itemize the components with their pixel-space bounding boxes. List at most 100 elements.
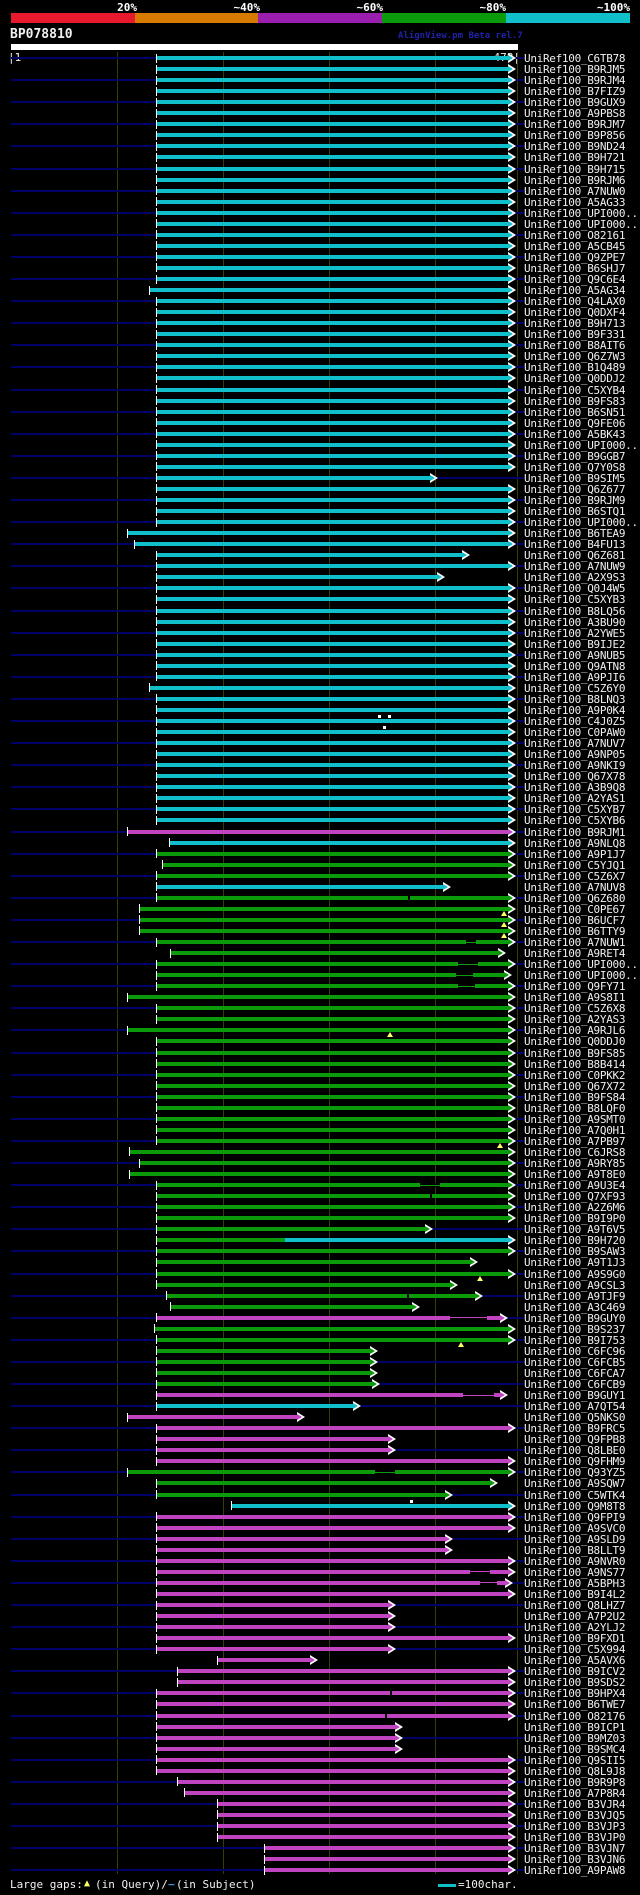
alignment-bar[interactable] — [218, 1801, 508, 1806]
hit-label[interactable]: UniRef100_A9CSL3 — [524, 1278, 626, 1292]
hit-label[interactable]: UniRef100_C6TB78 — [524, 52, 626, 65]
alignment-bar[interactable] — [140, 917, 508, 922]
hit-label[interactable]: UniRef100_C5XYB6 — [524, 814, 626, 828]
hit-label[interactable]: UniRef100_A9T8E0 — [524, 1168, 626, 1182]
hit-label[interactable]: UniRef100_B3VJN7 — [524, 1842, 626, 1856]
alignment-bar[interactable] — [157, 56, 508, 60]
alignment-bar[interactable] — [218, 1812, 508, 1817]
alignment-bar[interactable] — [150, 288, 508, 293]
alignment-bar[interactable] — [265, 1868, 508, 1873]
hit-label[interactable]: UniRef100_B9FS85 — [524, 1046, 626, 1060]
hit-label[interactable]: UniRef100_UPI000.. — [524, 206, 638, 220]
hit-label[interactable]: UniRef100_A5CB45 — [524, 239, 626, 253]
hit-label[interactable]: UniRef100_Q0J4W5 — [524, 582, 626, 596]
hit-label[interactable]: UniRef100_A3BU90 — [524, 615, 626, 629]
hit-label[interactable]: UniRef100_Q9M8T8 — [524, 1499, 626, 1513]
hit-label[interactable]: UniRef100_A9SLD9 — [524, 1532, 626, 1546]
alignment-bar[interactable] — [157, 818, 508, 823]
alignment-bar[interactable] — [218, 1824, 508, 1828]
hit-label[interactable]: UniRef100_A2YAS3 — [524, 1013, 626, 1027]
hit-label[interactable]: UniRef100_B3VJP0 — [524, 1831, 626, 1845]
alignment-bar[interactable] — [178, 1680, 508, 1685]
alignment-bar[interactable] — [157, 1404, 353, 1409]
hit-label[interactable]: UniRef100_B8LLT9 — [524, 1543, 626, 1557]
alignment-bar[interactable] — [157, 1382, 372, 1386]
hit-label[interactable]: UniRef100_Q9FY71 — [524, 980, 626, 994]
hit-label[interactable]: UniRef100_A7NUW0 — [524, 184, 626, 198]
hit-label[interactable]: UniRef100_B9FS83 — [524, 394, 626, 408]
hit-label[interactable]: UniRef100_A9RY85 — [524, 1157, 626, 1170]
alignment-bar[interactable] — [285, 1238, 508, 1243]
hit-label[interactable]: UniRef100_B9H721 — [524, 151, 626, 165]
hit-label[interactable]: UniRef100_Q67X78 — [524, 770, 626, 784]
alignment-bar[interactable] — [128, 995, 508, 1000]
hit-label[interactable]: UniRef100_A9NKI9 — [524, 759, 626, 773]
alignment-bar[interactable] — [157, 1017, 508, 1022]
alignment-bar[interactable] — [157, 1569, 508, 1574]
hit-label[interactable]: UniRef100_B9RJM6 — [524, 173, 626, 187]
hit-label[interactable]: UniRef100_B9S237 — [524, 1322, 626, 1336]
alignment-bar[interactable] — [157, 155, 508, 160]
alignment-bar[interactable] — [157, 1481, 490, 1486]
alignment-bar[interactable] — [157, 232, 508, 237]
hit-label[interactable]: UniRef100_B9MZ03 — [524, 1731, 626, 1745]
hit-label[interactable]: UniRef100_B6SHJ7 — [524, 261, 626, 275]
alignment-bar[interactable] — [157, 354, 508, 359]
alignment-bar[interactable] — [157, 1216, 508, 1221]
hit-label[interactable]: UniRef100_C5X994 — [524, 1643, 626, 1657]
hit-label[interactable]: UniRef100_B8LQ56 — [524, 604, 626, 618]
hit-label[interactable]: UniRef100_A3B9Q8 — [524, 781, 626, 795]
alignment-bar[interactable] — [157, 509, 508, 514]
hit-label[interactable]: UniRef100_A5AG33 — [524, 195, 626, 209]
alignment-bar[interactable] — [185, 1790, 508, 1795]
hit-label[interactable]: UniRef100_UPI000.. — [524, 438, 638, 452]
hit-label[interactable]: UniRef100_B9RJM9 — [524, 494, 626, 507]
alignment-bar[interactable] — [157, 1580, 505, 1585]
alignment-bar[interactable] — [157, 133, 508, 138]
alignment-bar[interactable] — [157, 365, 508, 370]
alignment-bar[interactable] — [157, 1746, 395, 1751]
hit-label[interactable]: UniRef100_C6FCB5 — [524, 1355, 626, 1369]
hit-label[interactable]: UniRef100_A5BPH3 — [524, 1576, 626, 1590]
alignment-bar[interactable] — [157, 553, 462, 558]
hit-label[interactable]: UniRef100_Q4LAX0 — [524, 295, 626, 309]
alignment-bar[interactable] — [157, 1768, 508, 1773]
alignment-bar[interactable] — [157, 1514, 508, 1519]
alignment-bar[interactable] — [157, 1492, 445, 1497]
alignment-bar[interactable] — [157, 1194, 508, 1199]
hit-label[interactable]: UniRef100_B9RJM7 — [524, 118, 626, 132]
alignment-bar[interactable] — [157, 973, 504, 978]
alignment-bar[interactable] — [157, 663, 508, 668]
alignment-bar[interactable] — [157, 1702, 508, 1707]
alignment-bar[interactable] — [157, 475, 430, 480]
hit-label[interactable]: UniRef100_B9ICV2 — [524, 1665, 626, 1679]
hit-label[interactable]: UniRef100_C6FC96 — [524, 1344, 626, 1358]
alignment-bar[interactable] — [157, 1547, 445, 1552]
hit-label[interactable]: UniRef100_A2Z6M6 — [524, 1201, 626, 1215]
hit-label[interactable]: UniRef100_A9S8I1 — [524, 991, 626, 1005]
alignment-bar[interactable] — [157, 1205, 508, 1210]
hit-label[interactable]: UniRef100_Q0DDJ0 — [524, 1035, 626, 1049]
alignment-bar[interactable] — [157, 321, 508, 326]
alignment-bar[interactable] — [157, 1426, 508, 1431]
alignment-bar[interactable] — [157, 398, 508, 403]
hit-label[interactable]: UniRef100_A2YAS1 — [524, 792, 626, 806]
hit-label[interactable]: UniRef100_A7Q0H1 — [524, 1123, 626, 1137]
hit-label[interactable]: UniRef100_B9GGB7 — [524, 449, 626, 463]
alignment-bar[interactable] — [157, 89, 508, 94]
hit-label[interactable]: UniRef100_B9IJE2 — [524, 637, 626, 651]
alignment-bar[interactable] — [128, 1470, 508, 1475]
alignment-bar[interactable] — [157, 696, 508, 701]
hit-label[interactable]: UniRef100_B9SIM5 — [524, 471, 626, 485]
hit-label[interactable]: UniRef100_Q6Z681 — [524, 549, 626, 563]
alignment-bar[interactable] — [157, 630, 508, 635]
alignment-bar[interactable] — [128, 1028, 508, 1033]
hit-label[interactable]: UniRef100_B9I9P0 — [524, 1212, 626, 1226]
hit-label[interactable]: UniRef100_A2YWE5 — [524, 626, 626, 640]
hit-label[interactable]: UniRef100_A9S9G0 — [524, 1267, 626, 1281]
hit-label[interactable]: UniRef100_Q9ZPE7 — [524, 250, 626, 264]
hit-label[interactable]: UniRef100_Q67X72 — [524, 1079, 626, 1093]
alignment-bar[interactable] — [157, 1138, 508, 1143]
hit-label[interactable]: UniRef100_B6SN51 — [524, 405, 626, 419]
alignment-bar[interactable] — [157, 707, 508, 712]
